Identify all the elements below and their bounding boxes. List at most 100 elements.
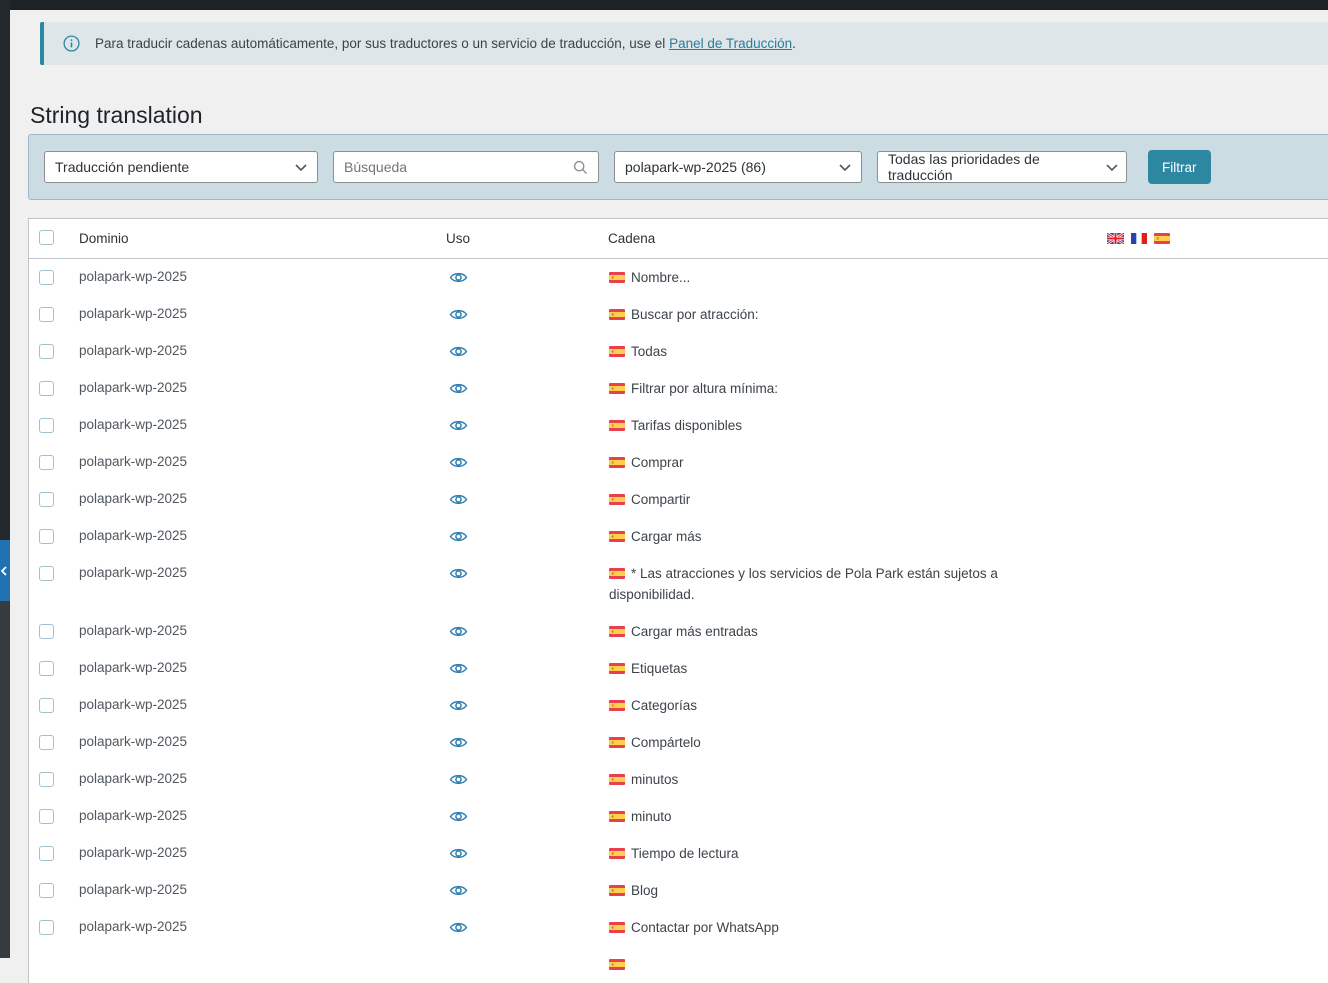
spain-flag-icon — [609, 922, 625, 933]
row-domain: polapark-wp-2025 — [79, 565, 188, 580]
row-checkbox[interactable] — [39, 529, 54, 544]
page-title: String translation — [30, 102, 203, 129]
table-row: polapark-wp-2025 Etiquetas — [29, 650, 1328, 687]
eye-icon[interactable] — [449, 810, 468, 823]
translation-dashboard-link[interactable]: Panel de Traducción — [669, 36, 793, 51]
eye-icon[interactable] — [449, 699, 468, 712]
row-domain: polapark-wp-2025 — [79, 660, 188, 675]
row-checkbox[interactable] — [39, 661, 54, 676]
table-row: polapark-wp-2025 minuto — [29, 798, 1328, 835]
domain-select[interactable]: polapark-wp-2025 (86) — [614, 151, 862, 183]
row-checkbox[interactable] — [39, 307, 54, 322]
row-string: Comprar — [631, 455, 684, 470]
row-string: minutos — [631, 772, 679, 787]
spain-flag-icon — [609, 626, 625, 637]
eye-icon[interactable] — [449, 493, 468, 506]
row-string: Cargar más entradas — [631, 624, 758, 639]
row-checkbox[interactable] — [39, 735, 54, 750]
row-domain: polapark-wp-2025 — [79, 808, 188, 823]
filter-button[interactable]: Filtrar — [1148, 150, 1211, 184]
search-icon — [573, 160, 587, 174]
row-checkbox[interactable] — [39, 566, 54, 581]
table-row: polapark-wp-2025 Cargar más entradas — [29, 613, 1328, 650]
eye-icon[interactable] — [449, 345, 468, 358]
row-string: Compartir — [631, 492, 691, 507]
admin-sidebar-strip — [0, 0, 10, 958]
row-checkbox[interactable] — [39, 809, 54, 824]
row-checkbox[interactable] — [39, 455, 54, 470]
row-checkbox[interactable] — [39, 846, 54, 861]
eye-icon[interactable] — [449, 419, 468, 432]
row-domain: polapark-wp-2025 — [79, 491, 188, 506]
table-row: polapark-wp-2025 Todas — [29, 333, 1328, 370]
row-string: Contactar por WhatsApp — [631, 920, 779, 935]
table-row: polapark-wp-2025 Compártelo — [29, 724, 1328, 761]
spain-flag-icon — [609, 568, 625, 579]
spain-flag-icon — [609, 420, 625, 431]
select-all-checkbox[interactable] — [39, 229, 54, 245]
row-checkbox[interactable] — [39, 772, 54, 787]
collapse-menu-button[interactable] — [0, 540, 10, 601]
eye-icon[interactable] — [449, 884, 468, 897]
row-checkbox[interactable] — [39, 624, 54, 639]
table-row: polapark-wp-2025 Tiempo de lectura — [29, 835, 1328, 872]
eye-icon[interactable] — [449, 567, 468, 580]
row-checkbox[interactable] — [39, 920, 54, 935]
row-domain: polapark-wp-2025 — [79, 343, 188, 358]
eye-icon[interactable] — [449, 382, 468, 395]
spain-flag-icon — [609, 457, 625, 468]
eye-icon[interactable] — [449, 625, 468, 638]
spain-flag-icon — [609, 663, 625, 674]
eye-icon[interactable] — [449, 736, 468, 749]
priority-select[interactable]: Todas las prioridades de traducción — [877, 151, 1127, 183]
search-input[interactable] — [344, 159, 573, 175]
table-row: polapark-wp-2025 — [29, 946, 1328, 983]
column-header-usage: Uso — [446, 231, 471, 246]
info-notice: Para traducir cadenas automáticamente, p… — [40, 22, 1328, 65]
row-string: Buscar por atracción: — [631, 307, 759, 322]
eye-icon[interactable] — [449, 662, 468, 675]
spain-flag-icon — [609, 774, 625, 785]
admin-top-bar — [0, 0, 1328, 10]
row-string: minuto — [631, 809, 672, 824]
eye-icon[interactable] — [449, 308, 468, 321]
row-checkbox[interactable] — [39, 698, 54, 713]
row-checkbox[interactable] — [39, 492, 54, 507]
table-row: polapark-wp-2025 Cargar más — [29, 518, 1328, 555]
eye-icon[interactable] — [449, 456, 468, 469]
row-domain: polapark-wp-2025 — [79, 454, 188, 469]
row-string: Compártelo — [631, 735, 701, 750]
eye-icon[interactable] — [449, 921, 468, 934]
row-domain: polapark-wp-2025 — [79, 623, 188, 638]
table-row: polapark-wp-2025 minutos — [29, 761, 1328, 798]
row-string: Tarifas disponibles — [631, 418, 743, 433]
info-icon — [63, 35, 80, 52]
row-string: Nombre... — [631, 270, 691, 285]
table-row: polapark-wp-2025 * Las atracciones y los… — [29, 555, 1328, 613]
eye-icon[interactable] — [449, 847, 468, 860]
chevron-down-icon — [1106, 163, 1118, 171]
spain-flag-icon — [1154, 233, 1170, 244]
string-translation-table: Dominio Uso Cadena polapark-wp-2025 Nomb… — [28, 218, 1328, 983]
row-checkbox[interactable] — [39, 418, 54, 433]
row-string: Tiempo de lectura — [631, 846, 739, 861]
translation-status-select[interactable]: Traducción pendiente — [44, 151, 318, 183]
row-domain: polapark-wp-2025 — [79, 845, 188, 860]
spain-flag-icon — [609, 383, 625, 394]
notice-text: Para traducir cadenas automáticamente, p… — [95, 36, 796, 51]
spain-flag-icon — [609, 737, 625, 748]
row-checkbox[interactable] — [39, 883, 54, 898]
eye-icon[interactable] — [449, 773, 468, 786]
row-checkbox[interactable] — [39, 381, 54, 396]
eye-icon[interactable] — [449, 530, 468, 543]
spain-flag-icon — [609, 309, 625, 320]
row-checkbox[interactable] — [39, 270, 54, 285]
table-row: polapark-wp-2025 Categorías — [29, 687, 1328, 724]
eye-icon[interactable] — [449, 271, 468, 284]
table-row: polapark-wp-2025 Contactar por WhatsApp — [29, 909, 1328, 946]
spain-flag-icon — [609, 885, 625, 896]
row-checkbox[interactable] — [39, 344, 54, 359]
row-string: Categorías — [631, 698, 698, 713]
row-string: Todas — [631, 344, 668, 359]
row-domain: polapark-wp-2025 — [79, 697, 188, 712]
